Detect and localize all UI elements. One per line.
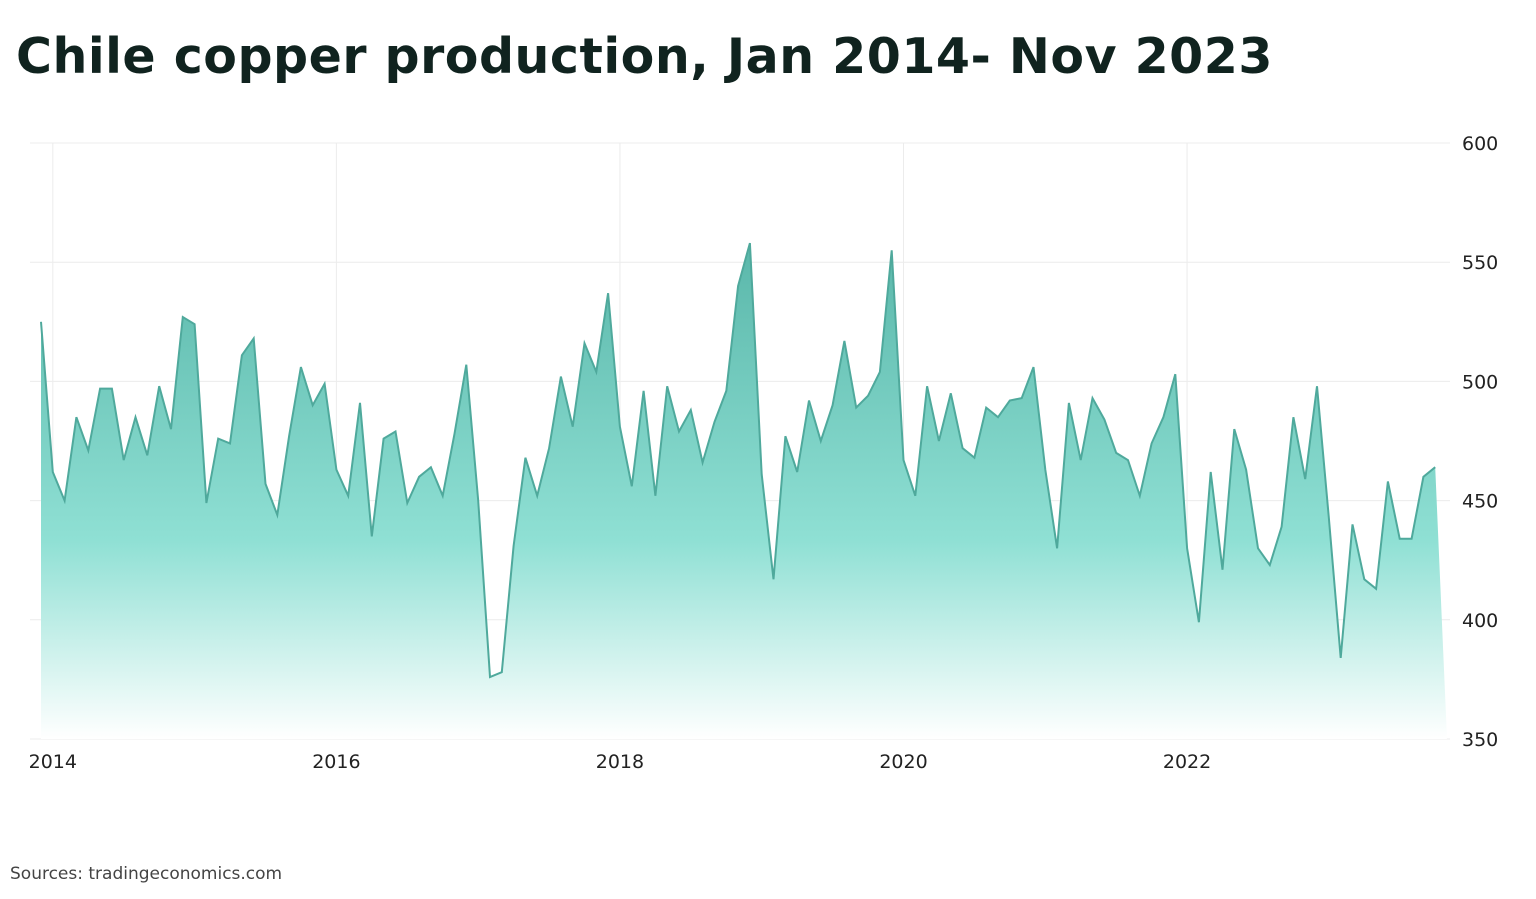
y-tick-label: 400 bbox=[1462, 610, 1498, 632]
y-tick-label: 450 bbox=[1462, 491, 1498, 513]
x-tick-label: 2022 bbox=[1163, 751, 1211, 773]
y-tick-label: 600 bbox=[1462, 133, 1498, 155]
chart-title: Chile copper production, Jan 2014- Nov 2… bbox=[16, 28, 1273, 85]
y-tick-label: 500 bbox=[1462, 371, 1498, 393]
data-points bbox=[40, 243, 1436, 678]
x-tick-label: 2014 bbox=[29, 751, 77, 773]
x-tick-label: 2016 bbox=[312, 751, 360, 773]
x-tick-label: 2020 bbox=[879, 751, 927, 773]
source-note: Sources: tradingeconomics.com bbox=[10, 864, 283, 884]
y-axis: 350 400 450 500 550 600 bbox=[1462, 133, 1498, 751]
x-tick-label: 2018 bbox=[596, 751, 644, 773]
area-fill bbox=[41, 243, 1447, 739]
y-tick-label: 550 bbox=[1462, 252, 1498, 274]
x-axis: 2014 2016 2018 2020 2022 bbox=[29, 751, 1212, 773]
y-tick-label: 350 bbox=[1462, 729, 1498, 751]
